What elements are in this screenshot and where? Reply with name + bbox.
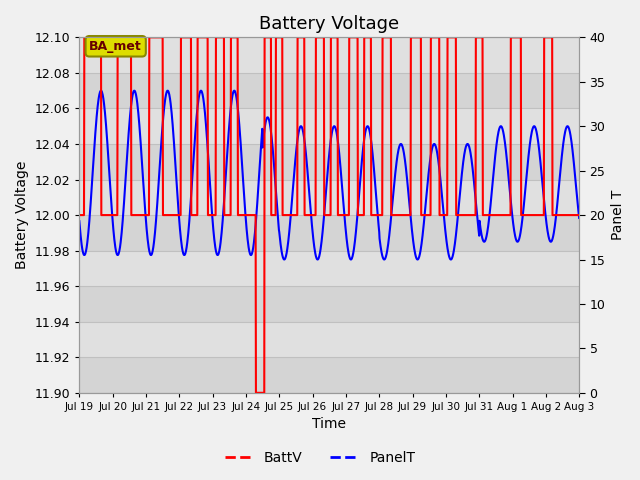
Bar [79, 108, 579, 144]
Bar [79, 73, 579, 108]
Bar [79, 357, 579, 393]
Bar [79, 286, 579, 322]
Y-axis label: Panel T: Panel T [611, 190, 625, 240]
Text: BA_met: BA_met [90, 40, 142, 53]
Bar [79, 251, 579, 286]
Bar [79, 322, 579, 357]
Title: Battery Voltage: Battery Voltage [259, 15, 399, 33]
Legend: BattV, PanelT: BattV, PanelT [220, 445, 420, 471]
Bar [79, 144, 579, 180]
Y-axis label: Battery Voltage: Battery Voltage [15, 161, 29, 269]
X-axis label: Time: Time [312, 418, 346, 432]
Bar [79, 215, 579, 251]
Bar [79, 180, 579, 215]
Bar [79, 37, 579, 73]
